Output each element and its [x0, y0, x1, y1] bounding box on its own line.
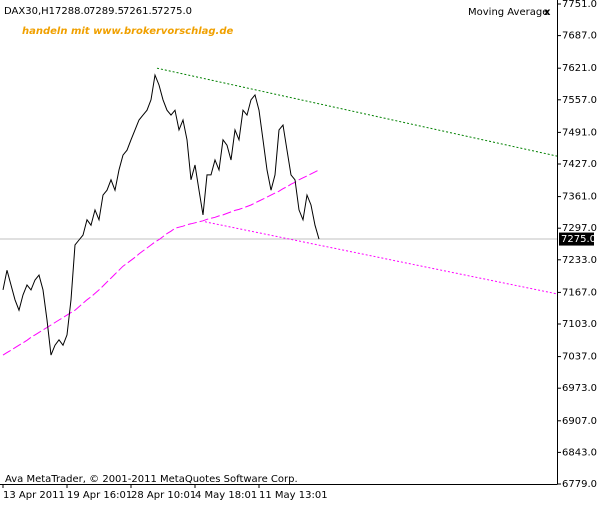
- trendline: [156, 67, 558, 157]
- y-tick-label: 7167.0: [562, 287, 597, 298]
- y-tick-label: 6907.0: [562, 416, 597, 427]
- ohlc-value: 7275.0: [157, 6, 192, 17]
- y-tick-label: 6843.0: [562, 447, 597, 458]
- y-tick-label: 7233.0: [562, 255, 597, 266]
- y-tick-label: 6779.0: [562, 479, 597, 490]
- close-button[interactable]: x: [544, 7, 551, 18]
- y-tick-label: 7687.0: [562, 31, 597, 42]
- y-tick-label: 7557.0: [562, 95, 597, 106]
- watermark: handeln mit www.brokervorschlag.de: [22, 26, 234, 37]
- ohlc-value: 7289.5: [89, 6, 124, 17]
- y-tick-label: 7037.0: [562, 352, 597, 363]
- y-tick-label: 7621.0: [562, 63, 597, 74]
- y-tick-label: 7297.0: [562, 223, 597, 234]
- x-tick-label: 13 Apr 2011: [3, 490, 65, 501]
- ohlc-value: 7261.5: [123, 6, 158, 17]
- ohlc-value: 7288.0: [55, 6, 90, 17]
- footer: Ava MetaTrader, © 2001-2011 MetaQuotes S…: [5, 474, 298, 485]
- x-tick-label: 11 May 13:01: [259, 490, 328, 501]
- y-tick-label: 7103.0: [562, 319, 597, 330]
- y-tick-label: 7361.0: [562, 192, 597, 203]
- y-tick-label: 7427.0: [562, 159, 597, 170]
- last-price-box: [559, 232, 594, 246]
- x-tick-label: 4 May 18:01: [195, 490, 257, 501]
- y-tick-label: 7491.0: [562, 127, 597, 138]
- symbol: DAX30,H1: [4, 6, 55, 17]
- series-line: [2, 169, 320, 356]
- y-tick-label: 7751.0: [562, 0, 597, 10]
- x-tick-label: 19 Apr 16:01: [67, 490, 132, 501]
- series-line: [2, 73, 320, 356]
- y-tick-label: 6973.0: [562, 383, 597, 394]
- last-price-label: 7275.0: [561, 234, 596, 245]
- indicator-label: Moving Average: [468, 7, 548, 18]
- x-tick-label: 28 Apr 10:01: [131, 490, 196, 501]
